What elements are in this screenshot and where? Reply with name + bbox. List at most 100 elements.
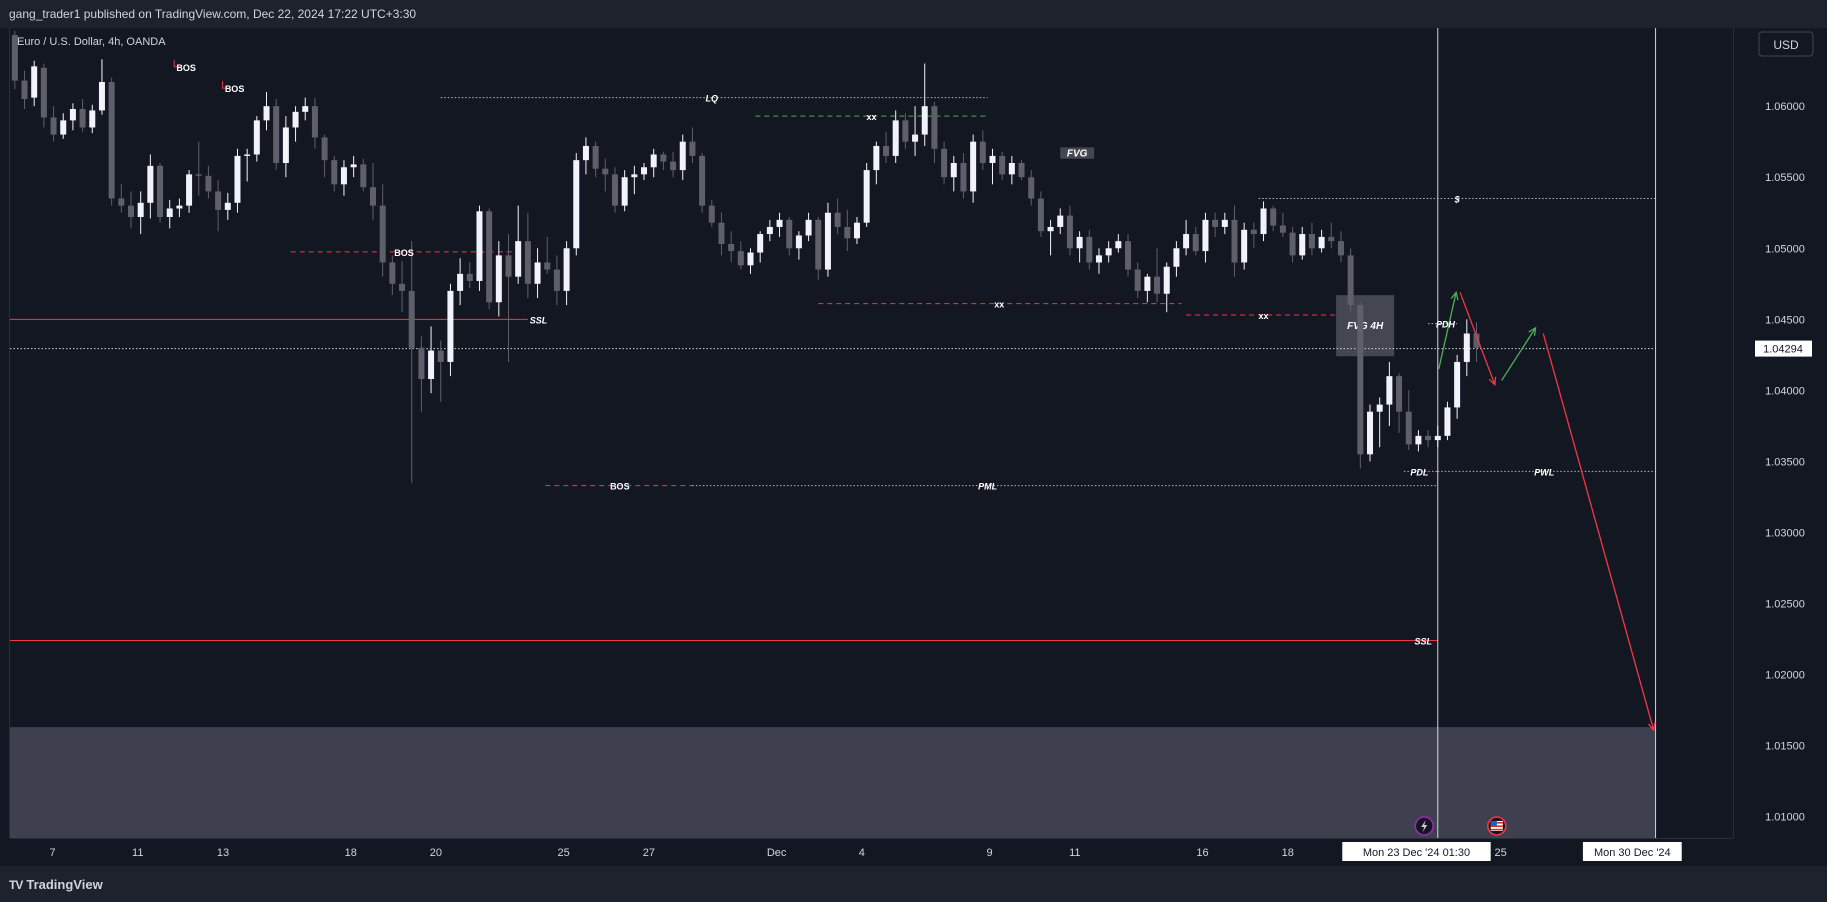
candle[interactable] [728, 231, 735, 263]
candle[interactable] [1405, 390, 1412, 451]
candle[interactable] [834, 198, 841, 235]
candle[interactable] [931, 101, 938, 163]
candle[interactable] [689, 127, 696, 163]
candle[interactable] [795, 231, 802, 260]
candle[interactable] [273, 99, 280, 171]
candle[interactable] [670, 151, 677, 178]
candle[interactable] [1154, 248, 1161, 303]
candle[interactable] [524, 212, 531, 298]
currency-button[interactable]: USD [1758, 31, 1814, 57]
candle[interactable] [186, 170, 193, 213]
candle[interactable] [1105, 241, 1112, 263]
candle[interactable] [1028, 170, 1035, 206]
candle[interactable] [786, 217, 793, 256]
candle[interactable] [1260, 201, 1267, 242]
candle[interactable] [11, 30, 18, 90]
candle[interactable] [40, 63, 47, 128]
candle[interactable] [389, 255, 396, 296]
tradingview-logo[interactable]: TV TradingView [9, 877, 103, 892]
time-badge[interactable] [1582, 842, 1682, 861]
candle[interactable] [1241, 222, 1248, 270]
candle[interactable] [641, 163, 648, 181]
candle[interactable] [1115, 234, 1122, 253]
candle[interactable] [902, 113, 909, 149]
candle[interactable] [457, 258, 464, 306]
candle[interactable] [844, 209, 851, 252]
candle[interactable] [766, 219, 773, 242]
candle[interactable] [1425, 430, 1432, 448]
time-badge[interactable] [1342, 842, 1491, 861]
candle[interactable] [737, 241, 744, 270]
candle[interactable] [1289, 226, 1296, 263]
candle[interactable] [1454, 354, 1461, 419]
candle[interactable] [428, 326, 435, 394]
price-axis[interactable]: 1.065001.060001.055001.050001.045001.040… [1733, 28, 1827, 838]
candle[interactable] [282, 116, 289, 178]
candle[interactable] [495, 241, 502, 317]
candle[interactable] [321, 134, 328, 178]
candle[interactable] [166, 199, 173, 229]
candle[interactable] [553, 255, 560, 306]
candle[interactable] [650, 148, 657, 178]
candle[interactable] [89, 104, 96, 134]
candle[interactable] [1328, 222, 1335, 249]
candle[interactable] [205, 165, 212, 199]
candle[interactable] [466, 262, 473, 289]
candle[interactable] [340, 160, 347, 196]
candle[interactable] [1250, 222, 1257, 249]
candle[interactable] [1221, 212, 1228, 235]
candle[interactable] [883, 131, 890, 163]
candle[interactable] [631, 165, 638, 195]
candle[interactable] [1270, 205, 1277, 232]
last-price-badge[interactable] [1755, 340, 1812, 357]
symbol-title[interactable]: Euro / U.S. Dollar, 4h, OANDA [17, 36, 166, 48]
candle[interactable] [573, 153, 580, 256]
candle[interactable] [60, 113, 67, 139]
candle[interactable] [824, 202, 831, 277]
candle[interactable] [873, 141, 880, 185]
candle[interactable] [1183, 219, 1190, 256]
candle[interactable] [970, 134, 977, 203]
candle[interactable] [302, 97, 309, 121]
candle[interactable] [863, 163, 870, 227]
candle[interactable] [331, 155, 338, 192]
candle[interactable] [1367, 404, 1374, 462]
candle[interactable] [1337, 231, 1344, 263]
candle[interactable] [1396, 373, 1403, 433]
candle[interactable] [1095, 248, 1102, 274]
candle[interactable] [1347, 248, 1354, 313]
forecast-segment[interactable] [1542, 333, 1655, 731]
candle[interactable] [611, 167, 618, 213]
candle[interactable] [1376, 397, 1383, 448]
candle[interactable] [360, 158, 367, 192]
candle[interactable] [853, 217, 860, 244]
candle[interactable] [1279, 212, 1286, 237]
candle[interactable] [679, 134, 686, 181]
candle[interactable] [699, 153, 706, 213]
candle[interactable] [1212, 212, 1219, 237]
candle[interactable] [1357, 302, 1364, 469]
flash-icon[interactable] [1414, 816, 1435, 836]
candle[interactable] [224, 192, 231, 220]
candle[interactable] [1086, 229, 1093, 270]
candle[interactable] [1318, 229, 1325, 253]
candle[interactable] [592, 141, 599, 178]
candles-layer[interactable] [11, 30, 1480, 483]
candle[interactable] [215, 180, 222, 232]
candle[interactable] [292, 106, 299, 142]
candle[interactable] [79, 99, 86, 132]
candle[interactable] [476, 205, 483, 291]
candle[interactable] [147, 154, 154, 219]
candle[interactable] [1299, 226, 1306, 260]
candle[interactable] [718, 212, 725, 256]
candle[interactable] [418, 336, 425, 412]
candle[interactable] [1173, 241, 1180, 277]
candle[interactable] [1066, 205, 1073, 256]
candle[interactable] [912, 106, 919, 156]
candle[interactable] [369, 163, 376, 220]
candle[interactable] [1192, 226, 1199, 256]
candle[interactable] [1037, 191, 1044, 237]
candle[interactable] [244, 148, 251, 182]
candle[interactable] [118, 184, 125, 213]
candle[interactable] [263, 91, 270, 131]
